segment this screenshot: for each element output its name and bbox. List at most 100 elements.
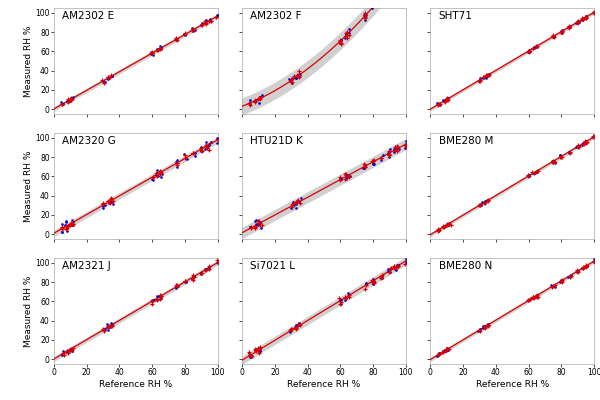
- Point: [104, 75, 113, 82]
- Point: [212, 13, 221, 20]
- Point: [573, 143, 583, 150]
- Point: [103, 324, 113, 330]
- Text: HTU21D K: HTU21D K: [250, 136, 303, 146]
- Point: [197, 270, 206, 276]
- Point: [65, 348, 74, 354]
- Point: [245, 100, 254, 106]
- Point: [390, 264, 400, 270]
- Point: [65, 346, 75, 352]
- Point: [401, 138, 410, 144]
- Point: [446, 222, 455, 228]
- Point: [433, 102, 443, 108]
- Point: [573, 18, 583, 24]
- Point: [148, 51, 158, 58]
- Y-axis label: Measured RH %: Measured RH %: [23, 150, 32, 222]
- Point: [344, 292, 353, 298]
- Point: [550, 160, 560, 166]
- Point: [254, 347, 264, 353]
- Point: [197, 148, 206, 154]
- Point: [287, 205, 296, 212]
- Point: [578, 265, 587, 271]
- Point: [255, 94, 265, 100]
- Point: [574, 143, 584, 149]
- Point: [289, 73, 299, 79]
- Point: [196, 145, 206, 152]
- Point: [572, 268, 582, 274]
- Point: [335, 174, 345, 181]
- Point: [172, 35, 181, 41]
- Point: [385, 266, 395, 272]
- Point: [530, 44, 540, 51]
- Point: [180, 155, 190, 162]
- Point: [524, 48, 534, 54]
- Point: [361, 280, 370, 287]
- Point: [383, 266, 393, 272]
- Point: [475, 328, 485, 334]
- Point: [581, 262, 590, 268]
- Point: [385, 151, 394, 157]
- Point: [524, 172, 534, 178]
- Point: [147, 50, 157, 56]
- Point: [155, 168, 165, 175]
- Point: [524, 297, 533, 303]
- Point: [65, 222, 75, 229]
- Point: [360, 162, 370, 168]
- Point: [549, 34, 559, 40]
- Point: [256, 348, 265, 354]
- Point: [202, 143, 211, 149]
- Point: [206, 18, 215, 24]
- Point: [67, 348, 76, 354]
- Point: [589, 9, 599, 16]
- Point: [65, 222, 75, 228]
- Point: [213, 12, 223, 18]
- Point: [202, 142, 211, 148]
- Point: [392, 262, 401, 268]
- Point: [58, 101, 68, 107]
- Point: [482, 73, 492, 79]
- Point: [294, 68, 304, 74]
- Point: [58, 348, 68, 354]
- Point: [589, 133, 599, 139]
- Point: [104, 74, 113, 80]
- Point: [335, 300, 345, 307]
- Point: [286, 327, 296, 333]
- Point: [377, 0, 386, 3]
- Point: [590, 258, 599, 264]
- Point: [67, 96, 76, 102]
- Point: [205, 262, 214, 269]
- Point: [376, 154, 386, 161]
- Point: [214, 259, 223, 265]
- Point: [580, 14, 590, 20]
- Point: [157, 44, 166, 50]
- Point: [295, 74, 304, 80]
- Point: [200, 267, 210, 273]
- Point: [172, 162, 182, 168]
- Point: [153, 173, 163, 179]
- Point: [443, 222, 453, 228]
- Point: [556, 278, 565, 285]
- Point: [157, 46, 166, 52]
- Point: [376, 275, 386, 281]
- Point: [336, 36, 346, 43]
- Point: [196, 270, 205, 276]
- Point: [254, 221, 263, 227]
- Point: [580, 264, 590, 270]
- Point: [525, 296, 535, 302]
- Point: [361, 286, 370, 292]
- Text: SHT71: SHT71: [439, 11, 472, 21]
- Point: [528, 45, 538, 51]
- Point: [152, 296, 162, 303]
- Point: [107, 194, 116, 201]
- Point: [206, 139, 216, 145]
- Point: [367, 279, 377, 285]
- Point: [361, 162, 370, 169]
- Point: [529, 45, 539, 51]
- Point: [155, 296, 165, 302]
- Point: [524, 173, 533, 180]
- Point: [148, 174, 157, 180]
- Point: [361, 12, 371, 18]
- Point: [582, 262, 592, 269]
- Point: [341, 294, 350, 301]
- Point: [376, 157, 386, 163]
- Point: [155, 168, 165, 175]
